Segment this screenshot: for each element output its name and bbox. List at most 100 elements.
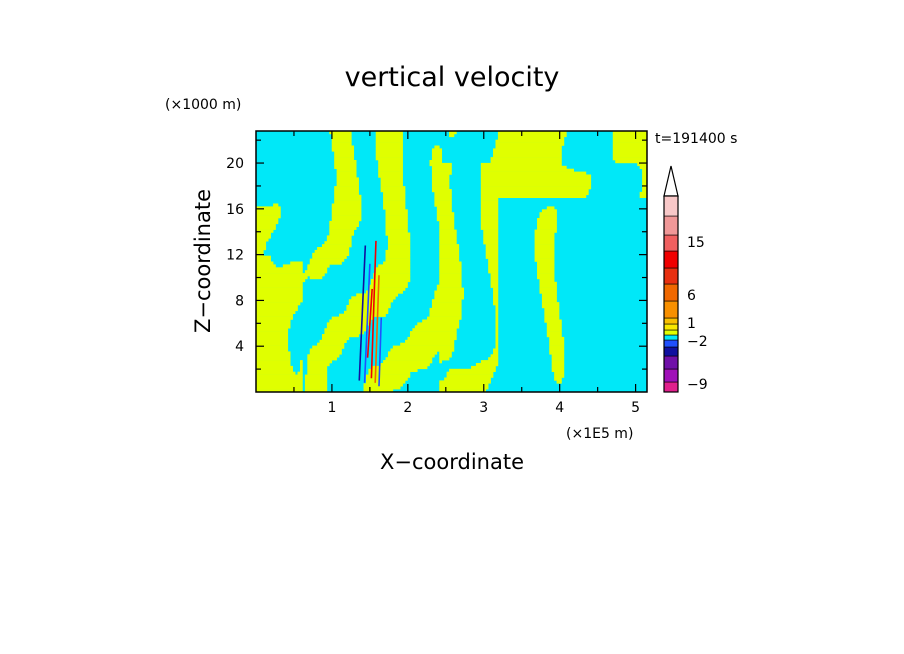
field-cell — [497, 136, 565, 140]
field-cell — [273, 203, 279, 207]
field-cell — [495, 331, 499, 335]
field-cell — [387, 238, 411, 242]
field-cell — [637, 162, 648, 167]
field-cell — [493, 351, 499, 355]
field-cell — [383, 206, 406, 210]
field-cell — [639, 191, 648, 196]
field-cell — [480, 165, 567, 169]
field-cell — [539, 284, 557, 288]
field-cell — [256, 374, 303, 378]
x-tick-label: 5 — [631, 400, 640, 416]
field-cell — [256, 307, 298, 312]
colorbar-segment — [663, 317, 679, 325]
field-cell — [256, 226, 276, 230]
field-cell — [488, 357, 499, 361]
field-cell — [480, 197, 499, 201]
field-cell — [407, 336, 457, 341]
field-cell — [385, 212, 408, 216]
field-cell — [488, 264, 499, 268]
field-cell — [546, 334, 562, 338]
field-cell — [309, 258, 345, 262]
field-cell — [385, 220, 408, 225]
field-cell — [390, 348, 455, 352]
field-cell — [256, 209, 281, 213]
field-cell — [307, 371, 328, 375]
field-cell — [378, 165, 403, 169]
field-cell — [551, 357, 565, 361]
field-cell — [307, 368, 328, 372]
field-cell — [490, 157, 562, 161]
field-cell — [483, 238, 499, 242]
field-cell — [256, 365, 293, 370]
field-cell — [331, 136, 352, 140]
field-cell — [409, 331, 457, 335]
field-cell — [365, 380, 406, 384]
field-cell — [363, 383, 403, 387]
field-cell — [324, 331, 364, 335]
colorbar-segment — [663, 323, 679, 331]
field-cell — [383, 191, 406, 196]
field-cell — [439, 241, 457, 245]
field-cell — [375, 157, 403, 161]
field-cell — [554, 374, 565, 378]
field-cell — [385, 209, 408, 213]
field-cell — [373, 276, 411, 280]
field-cell — [612, 136, 648, 140]
field-cell — [334, 197, 362, 201]
field-cell — [431, 299, 462, 303]
field-cell — [495, 322, 499, 326]
field-cell — [375, 145, 403, 149]
field-cell — [439, 258, 460, 262]
field-cell — [483, 235, 499, 239]
field-cell — [331, 206, 362, 210]
field-cell — [334, 157, 355, 161]
field-cell — [549, 336, 565, 341]
field-cell — [544, 307, 560, 312]
field-cell — [490, 273, 499, 277]
field-cell — [639, 194, 648, 198]
field-cell — [495, 145, 562, 149]
field-cell — [329, 319, 372, 323]
field-cell — [387, 354, 435, 358]
field-cell — [549, 342, 565, 346]
field-cell — [488, 270, 499, 274]
colorbar-segment — [663, 195, 679, 217]
field-cell — [642, 186, 648, 190]
field-cell — [312, 345, 345, 349]
field-cell — [493, 148, 562, 152]
field-cell — [256, 261, 274, 265]
field-cell — [431, 168, 452, 172]
velocity-streak — [363, 263, 371, 383]
field-cell — [612, 157, 648, 161]
field-cell — [439, 273, 462, 277]
field-cell — [331, 215, 362, 219]
x-tick-label: 2 — [403, 400, 412, 416]
field-cell — [436, 206, 452, 210]
field-cell — [307, 354, 340, 358]
field-cell — [256, 212, 281, 216]
field-cell — [256, 363, 291, 367]
field-cell — [471, 365, 496, 370]
field-cell — [256, 351, 291, 355]
field-cell — [256, 276, 308, 280]
field-cell — [534, 232, 555, 236]
colorbar-segment — [663, 267, 679, 285]
field-cell — [431, 186, 450, 190]
field-cell — [256, 218, 279, 222]
field-cell — [304, 389, 328, 393]
field-cell — [256, 336, 289, 341]
field-cell — [483, 232, 499, 236]
field-cell — [480, 177, 592, 181]
colorbar-segment — [663, 215, 679, 236]
field-cell — [343, 310, 389, 314]
field-cell — [256, 238, 269, 242]
field-cell — [383, 200, 406, 204]
field-cell — [434, 191, 452, 196]
field-cell — [534, 229, 557, 233]
field-cell — [256, 302, 301, 306]
field-cell — [439, 360, 443, 364]
field-cell — [375, 154, 403, 158]
field-cell — [436, 212, 455, 216]
field-cell — [363, 386, 401, 390]
y-tick-label: 4 — [235, 339, 244, 355]
